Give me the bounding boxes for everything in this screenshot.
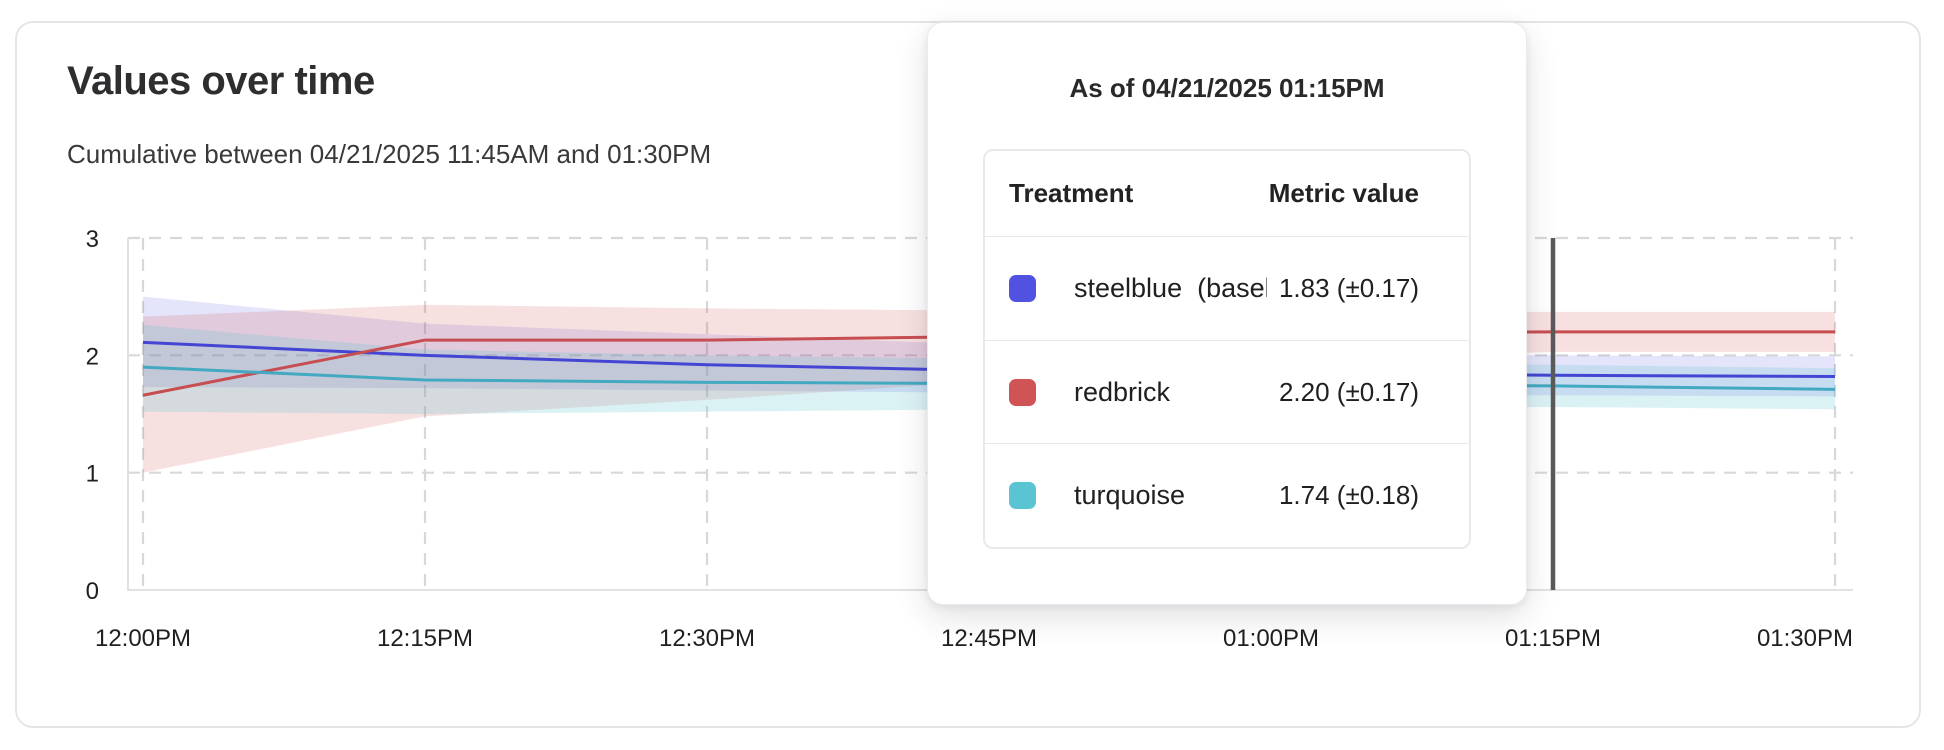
x-tick-label: 12:15PM: [377, 625, 473, 652]
metric-value: 1.83 (±0.17): [1278, 272, 1419, 303]
y-tick-label: 1: [86, 461, 99, 488]
treatment-label: redbrick: [1074, 376, 1171, 407]
legend-swatch-steelblue: [1009, 274, 1036, 302]
page-title: Values over time: [67, 59, 375, 103]
tooltip-row-turquoise: turquoise 1.74 (±0.18): [985, 443, 1469, 547]
tooltip-table-header: Treatment Metric value: [985, 151, 1469, 236]
x-tick-label: 01:00PM: [1223, 625, 1319, 652]
page-subtitle: Cumulative between 04/21/2025 11:45AM an…: [67, 139, 712, 169]
legend-swatch-redbrick: [1009, 378, 1036, 406]
y-tick-label: 0: [86, 578, 99, 605]
tooltip-table: Treatment Metric value steelblue (baseli…: [983, 149, 1471, 549]
legend-swatch-turquoise: [1009, 482, 1036, 510]
tooltip-row-steelblue: steelblue (baseli 1.83 (±0.17): [985, 236, 1469, 340]
x-tick-label: 12:00PM: [95, 625, 191, 652]
column-header-metric-value: Metric value: [1268, 178, 1419, 208]
x-tick-label: 12:45PM: [941, 625, 1037, 652]
x-tick-label: 01:15PM: [1505, 625, 1601, 652]
metric-value: 2.20 (±0.17): [1278, 376, 1419, 407]
treatment-label: turquoise: [1074, 480, 1186, 511]
column-header-treatment: Treatment: [1009, 178, 1134, 208]
metric-value: 1.74 (±0.18): [1278, 480, 1419, 511]
chart-tooltip: As of 04/21/2025 01:15PM Treatment Metri…: [927, 22, 1527, 605]
y-tick-label: 2: [86, 343, 99, 370]
x-tick-label: 12:30PM: [659, 625, 755, 652]
tooltip-header: As of 04/21/2025 01:15PM: [1069, 73, 1385, 103]
tooltip-row-redbrick: redbrick 2.20 (±0.17): [985, 339, 1469, 444]
y-tick-label: 3: [86, 226, 99, 253]
treatment-label: steelblue (baseli: [1074, 272, 1267, 303]
x-tick-label: 01:30PM: [1757, 625, 1853, 652]
